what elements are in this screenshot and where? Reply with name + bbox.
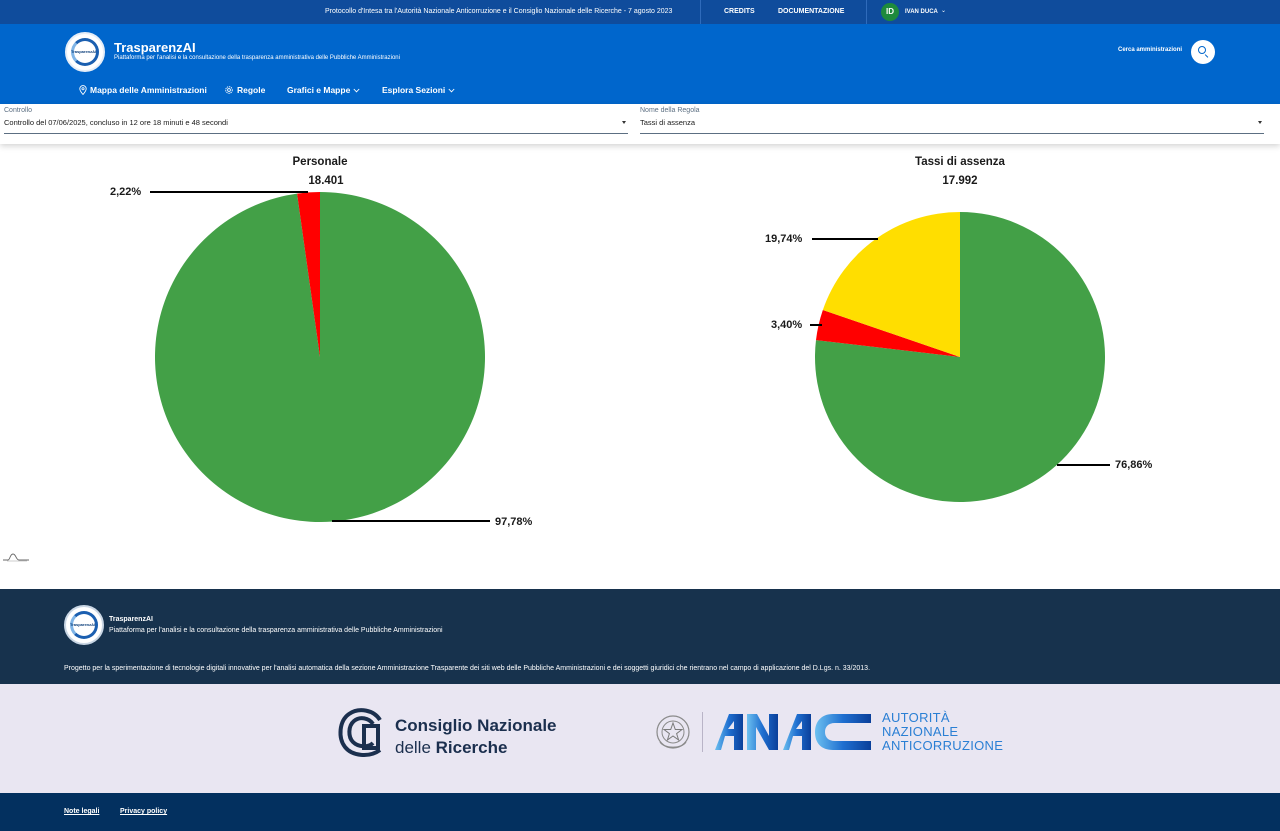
cnr-name-ricerche: Ricerche xyxy=(435,738,508,757)
logo-divider xyxy=(702,712,703,752)
pie-slice[interactable] xyxy=(297,192,320,357)
footer-tagline: Piattaforma per l'analisi e la consultaz… xyxy=(109,627,443,634)
nav-label: Grafici e Mappe xyxy=(287,85,351,95)
regola-label: Nome della Regola xyxy=(640,107,700,114)
chevron-down-icon[interactable]: ⌄ xyxy=(941,8,947,14)
pie-chart-tassi-di-assenza[interactable] xyxy=(640,0,1280,560)
nav-label: Regole xyxy=(237,85,266,95)
search-icon xyxy=(1198,46,1206,54)
nav-label: Esplora Sezioni xyxy=(382,85,446,95)
pie-slice[interactable] xyxy=(155,192,486,522)
chevron-down-icon xyxy=(353,88,360,92)
logo-text: TrasparenzAI xyxy=(71,49,97,54)
pie-slice[interactable] xyxy=(815,309,960,357)
slice-label: 19,74% xyxy=(765,233,803,245)
trasparenzai-logo[interactable]: TrasparenzAI xyxy=(64,605,104,645)
anac-logo-icon[interactable] xyxy=(713,710,875,754)
search-label[interactable]: Cerca amministrazioni xyxy=(1118,47,1183,53)
footer-brand: TrasparenzAI xyxy=(109,616,153,623)
avatar[interactable]: ID xyxy=(881,3,899,21)
logo-text: TrasparenzAI xyxy=(70,622,96,627)
anac-name-line1: AUTORITÀ xyxy=(882,710,950,725)
chart-total: 18.401 xyxy=(308,175,344,187)
regola-select[interactable]: Nome della Regola Tassi di assenza xyxy=(640,107,1264,134)
user-name[interactable]: IVAN DUCA xyxy=(905,9,938,15)
map-pin-icon xyxy=(79,85,87,95)
search-button[interactable] xyxy=(1191,40,1215,64)
nav-label: Mappa delle Amministrazioni xyxy=(90,85,207,95)
anac-name-line3: ANTICORRUZIONE xyxy=(882,738,1004,753)
logo-ring-icon xyxy=(71,38,99,66)
controllo-value: Controllo del 07/06/2025, concluso in 12… xyxy=(4,118,228,127)
controllo-select[interactable]: Controllo Controllo del 07/06/2025, conc… xyxy=(4,107,628,134)
note-legali-link[interactable]: Note legali xyxy=(64,808,100,815)
cnr-name-line2: delle Ricerche xyxy=(395,738,507,758)
regola-value: Tassi di assenza xyxy=(640,118,696,127)
cnr-name-delle: delle xyxy=(395,738,436,757)
cnr-logo-icon[interactable] xyxy=(337,706,387,758)
cnr-name-line1: Consiglio Nazionale xyxy=(395,716,557,735)
divider xyxy=(866,0,867,24)
footer-project-text: Progetto per la sperimentazione di tecno… xyxy=(64,665,871,672)
nav-item-grafici[interactable]: Grafici e Mappe xyxy=(287,85,360,95)
nav-item-mappa[interactable]: Mappa delle Amministrazioni xyxy=(79,85,207,95)
chart-total: 17.992 xyxy=(942,175,978,187)
documentation-link[interactable]: DOCUMENTAZIONE xyxy=(778,8,845,15)
controllo-label: Controllo xyxy=(4,107,33,114)
slice-label: 2,22% xyxy=(110,186,142,198)
pie-chart-personale[interactable] xyxy=(0,0,640,560)
nav-item-esplora[interactable]: Esplora Sezioni xyxy=(382,85,455,95)
nav-item-regole[interactable]: Regole xyxy=(224,85,265,95)
divider xyxy=(700,0,701,24)
partner-logos: Consiglio Nazionale delle Ricerche AUTOR… xyxy=(0,684,1280,793)
anac-name-line2: NAZIONALE xyxy=(882,724,959,739)
pie-slice[interactable] xyxy=(822,212,960,357)
slice-label: 97,78% xyxy=(495,516,533,528)
brand-tagline: Piattaforma per l'analisi e la consultaz… xyxy=(114,55,400,61)
chart-title: Tassi di assenza xyxy=(915,156,1005,168)
slice-label: 3,40% xyxy=(771,319,803,331)
protocol-text: Protocollo d'Intesa tra l'Autorità Nazio… xyxy=(325,8,673,15)
site-footer: TrasparenzAI TrasparenzAI Piattaforma pe… xyxy=(0,589,1280,684)
italian-republic-emblem-icon xyxy=(656,715,690,749)
legal-bar: Note legali Privacy policy xyxy=(0,793,1280,831)
dropdown-arrow-icon[interactable] xyxy=(622,121,626,124)
credits-link[interactable]: CREDITS xyxy=(724,8,755,15)
top-bar: Protocollo d'Intesa tra l'Autorità Nazio… xyxy=(0,0,1280,24)
slice-label: 76,86% xyxy=(1115,459,1153,471)
chevron-down-icon xyxy=(448,88,455,92)
dropdown-arrow-icon[interactable] xyxy=(1258,121,1262,124)
site-header: TrasparenzAI TrasparenzAI Piattaforma pe… xyxy=(0,24,1280,104)
chart-title: Personale xyxy=(292,156,348,168)
trasparenzai-logo[interactable]: TrasparenzAI xyxy=(65,32,105,72)
brand-title[interactable]: TrasparenzAI xyxy=(114,40,196,55)
privacy-policy-link[interactable]: Privacy policy xyxy=(120,808,168,815)
gear-icon xyxy=(225,86,233,94)
logo-ring-icon xyxy=(70,611,98,639)
filter-bar: Controllo Controllo del 07/06/2025, conc… xyxy=(0,104,1280,144)
loading-wave-icon xyxy=(3,553,29,562)
